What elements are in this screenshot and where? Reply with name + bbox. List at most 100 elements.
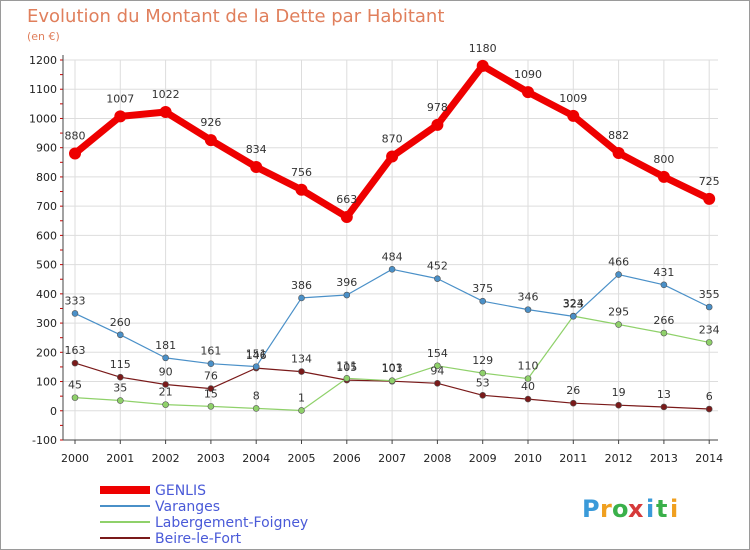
data-label: 663 [336, 193, 357, 206]
x-tick-label: 2005 [288, 452, 316, 465]
data-point [114, 110, 127, 123]
logo-letter: i [670, 495, 678, 523]
data-label: 1180 [469, 42, 497, 55]
x-tick-label: 2011 [559, 452, 587, 465]
data-point [615, 271, 622, 278]
y-tick-label: 200 [36, 346, 57, 359]
data-label: 90 [159, 365, 173, 378]
data-point [703, 192, 716, 205]
data-label: 129 [472, 354, 493, 367]
y-tick-label: 1000 [29, 112, 57, 125]
data-point [434, 362, 441, 370]
data-label: 333 [65, 294, 86, 307]
y-tick-label: 700 [36, 200, 57, 213]
data-point [343, 291, 351, 299]
x-tick-label: 2012 [605, 452, 633, 465]
data-point [117, 331, 124, 339]
legend-label: Beire-le-Fort [155, 531, 242, 547]
y-tick-label: 1200 [29, 54, 57, 67]
y-tick-label: 500 [36, 259, 57, 272]
data-label: 76 [204, 370, 218, 383]
y-tick-label: 100 [36, 376, 57, 389]
data-label: 163 [65, 344, 86, 357]
data-point [524, 306, 532, 313]
data-point [388, 377, 396, 384]
data-label: 26 [566, 384, 580, 397]
data-label: 466 [608, 256, 629, 269]
data-point [705, 339, 713, 346]
data-label: 386 [291, 279, 312, 292]
data-label: 134 [291, 353, 312, 366]
data-label: 346 [518, 291, 539, 304]
data-label: 110 [518, 360, 539, 373]
data-point [386, 150, 399, 163]
data-label: 870 [382, 132, 403, 145]
data-point [207, 385, 215, 392]
data-point [705, 303, 713, 311]
x-tick-label: 2001 [106, 452, 134, 465]
data-point [162, 381, 169, 388]
data-label: 756 [291, 166, 312, 179]
data-label: 978 [427, 101, 448, 114]
data-point [252, 405, 260, 412]
data-label: 151 [246, 348, 267, 361]
x-tick-label: 2003 [197, 452, 225, 465]
data-point [117, 373, 124, 381]
data-label: 111 [336, 359, 357, 372]
data-label: 1007 [106, 92, 134, 105]
data-label: 161 [200, 345, 221, 358]
data-point [434, 379, 441, 387]
data-label: 295 [608, 306, 629, 319]
data-label: 15 [204, 387, 218, 400]
legend-label: Varanges [155, 499, 220, 515]
data-point [343, 375, 351, 382]
logo-letter: r [600, 495, 612, 523]
data-label: 355 [699, 288, 720, 301]
data-point [660, 403, 668, 411]
y-tick-label: -100 [32, 434, 57, 447]
data-point [524, 375, 532, 382]
x-tick-label: 2006 [333, 452, 361, 465]
logo-letter: o [612, 495, 629, 523]
data-label: 35 [113, 382, 127, 395]
x-tick-label: 2004 [242, 452, 270, 465]
data-label: 146 [246, 349, 267, 362]
data-label: 926 [200, 116, 221, 129]
data-point [569, 399, 577, 407]
data-point [388, 265, 396, 273]
data-point [660, 281, 668, 289]
data-label: 431 [653, 266, 674, 279]
x-tick-label: 2009 [469, 452, 497, 465]
data-label: 725 [699, 175, 720, 188]
data-label: 6 [706, 390, 713, 403]
data-label: 94 [430, 364, 444, 377]
x-tick-label: 2007 [378, 452, 406, 465]
data-label: 324 [563, 297, 584, 310]
axes: -100010020030040050060070080090010001100… [29, 54, 723, 465]
data-point [252, 363, 260, 370]
data-point [567, 109, 580, 122]
data-label: 882 [608, 129, 629, 142]
data-label: 45 [68, 379, 82, 392]
data-point [298, 368, 305, 375]
x-tick-label: 2008 [423, 452, 451, 465]
x-tick-label: 2014 [695, 452, 723, 465]
logo-letter: x [628, 495, 644, 523]
logo-letter: P [582, 495, 600, 523]
data-label: 105 [336, 361, 357, 374]
data-label: 834 [246, 143, 267, 156]
data-label: 1022 [152, 88, 180, 101]
data-point [479, 391, 487, 399]
data-label: 40 [521, 380, 535, 393]
y-tick-label: 300 [36, 317, 57, 330]
legend-label: Labergement-Foigney [155, 515, 308, 531]
data-point [569, 313, 577, 320]
data-point [162, 401, 169, 408]
data-point [434, 275, 441, 282]
data-label: 8 [253, 389, 260, 402]
y-tick-label: 600 [36, 229, 57, 242]
data-point [298, 294, 305, 302]
